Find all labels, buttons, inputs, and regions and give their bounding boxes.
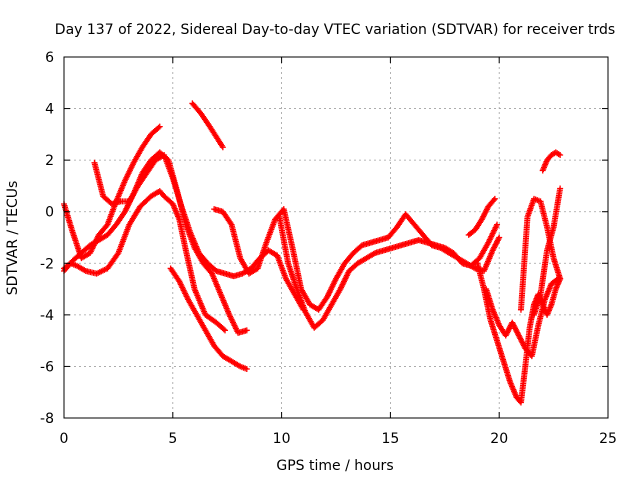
data-point	[494, 221, 501, 228]
series-10	[483, 275, 561, 360]
series-11	[517, 195, 564, 313]
axis-ticks: 0 5 10 15 20 25 -8 -6 -4 -2 0 2 4 6	[40, 50, 617, 447]
series-13	[539, 149, 564, 174]
data-point	[496, 234, 503, 241]
data-points	[61, 100, 564, 406]
x-tick-label: 10	[273, 431, 291, 447]
series-2	[61, 123, 163, 262]
series-6	[189, 100, 226, 151]
x-tick-label: 25	[599, 431, 617, 447]
y-tick-label: -8	[40, 411, 54, 427]
series-4	[91, 151, 307, 313]
data-point	[156, 123, 163, 130]
y-tick-label: -4	[40, 308, 54, 324]
x-tick-label: 0	[60, 431, 69, 447]
x-tick-label: 5	[168, 431, 177, 447]
y-tick-label: 6	[45, 50, 54, 66]
y-tick-label: 4	[45, 102, 54, 118]
y-tick-label: 0	[45, 205, 54, 221]
series-5	[167, 265, 250, 373]
grid-lines	[64, 57, 608, 418]
data-point	[557, 185, 564, 192]
data-point	[219, 144, 226, 151]
data-point	[220, 326, 227, 333]
series-8	[276, 213, 501, 331]
series-14	[465, 195, 498, 238]
x-tick-label: 20	[490, 431, 508, 447]
x-axis-label: GPS time / hours	[276, 458, 393, 474]
y-axis-label: SDTVAR / TECUs	[5, 181, 21, 296]
series-7	[211, 206, 503, 313]
chart-title: Day 137 of 2022, Sidereal Day-to-day VTE…	[55, 22, 615, 38]
data-point	[557, 151, 564, 158]
plot-frame	[63, 56, 609, 419]
data-point	[243, 327, 250, 334]
y-tick-label: -2	[40, 256, 54, 272]
series-12	[531, 185, 564, 318]
data-point	[490, 197, 497, 204]
x-tick-label: 15	[381, 431, 399, 447]
y-tick-label: -6	[40, 359, 54, 375]
data-point	[155, 124, 162, 131]
data-point	[243, 366, 250, 373]
data-point	[222, 327, 229, 334]
series-3	[61, 149, 250, 336]
data-point	[557, 275, 564, 282]
y-tick-label: 2	[45, 153, 54, 169]
data-point	[491, 195, 498, 202]
